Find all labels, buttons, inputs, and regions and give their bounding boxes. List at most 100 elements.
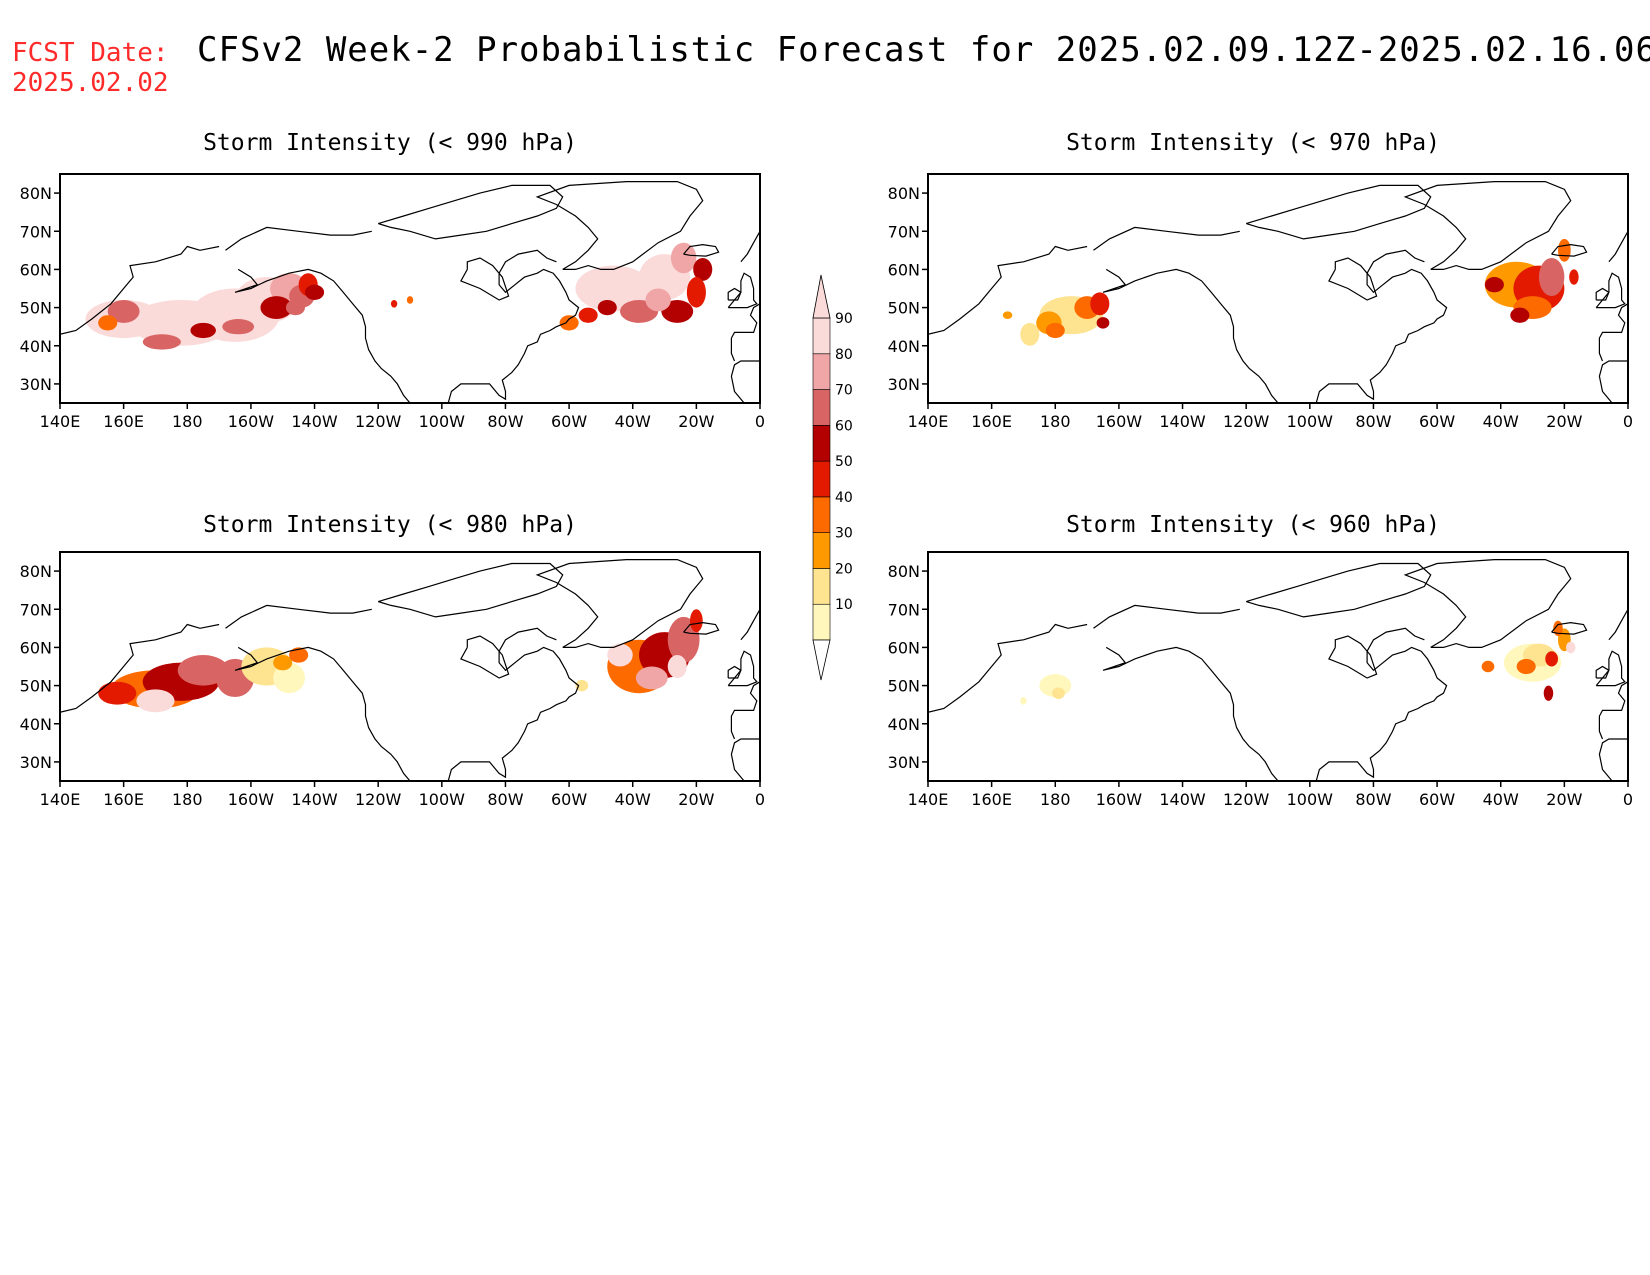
lon-label: 180 bbox=[1040, 412, 1071, 431]
lon-label: 100W bbox=[419, 412, 466, 431]
probability-shading bbox=[597, 299, 617, 316]
colorbar-segment bbox=[812, 603, 831, 641]
coastline bbox=[460, 257, 510, 301]
probability-shading bbox=[98, 681, 137, 705]
probability-shading bbox=[285, 299, 306, 316]
lat-label: 70N bbox=[20, 600, 52, 619]
coastline bbox=[460, 635, 510, 679]
probability-shading bbox=[1516, 658, 1536, 675]
lat-label: 80N bbox=[20, 562, 52, 581]
probability-shading bbox=[1510, 307, 1530, 323]
coastline bbox=[1608, 231, 1628, 263]
coastline bbox=[1595, 665, 1610, 679]
coastline bbox=[234, 646, 411, 781]
lon-label: 0 bbox=[1623, 412, 1633, 431]
colorbar-label: 50 bbox=[835, 454, 853, 470]
coastline bbox=[1246, 562, 1432, 618]
colorbar-label: 60 bbox=[835, 418, 853, 434]
probability-shading bbox=[1543, 685, 1554, 701]
lon-label: 120W bbox=[1223, 790, 1270, 809]
lat-label: 30N bbox=[20, 753, 52, 772]
lat-label: 50N bbox=[888, 677, 920, 696]
probability-shading bbox=[273, 662, 305, 694]
coastline bbox=[1093, 604, 1240, 629]
map-panel-980: 80N 70N 60N 50N 40N 30N 140E 160E 180 160W 140W 120… bbox=[20, 551, 765, 809]
lon-label: 80W bbox=[487, 790, 523, 809]
map-panel-990: 80N 70N 60N 50N 40N 30N 140E 160E 180 160W 140W 120… bbox=[20, 173, 765, 431]
lat-label: 50N bbox=[888, 299, 920, 318]
lat-label: 80N bbox=[888, 562, 920, 581]
probability-shading bbox=[1545, 651, 1558, 667]
lat-label: 70N bbox=[20, 222, 52, 241]
coastline bbox=[1598, 681, 1628, 740]
lon-label: 120W bbox=[355, 412, 402, 431]
probability-shading bbox=[667, 655, 687, 678]
probability-shading bbox=[305, 284, 325, 300]
colorbar-segment bbox=[812, 389, 831, 426]
coastline bbox=[378, 184, 564, 240]
coastline bbox=[535, 181, 704, 270]
map-frame bbox=[927, 173, 1629, 404]
coastline bbox=[60, 245, 220, 335]
probability-shading bbox=[635, 666, 668, 690]
lon-label: 80W bbox=[1355, 412, 1391, 431]
lon-label: 60W bbox=[551, 790, 587, 809]
coastline bbox=[234, 268, 411, 403]
colorbar: 10 20 30 40 50 60 70 80 90 bbox=[812, 274, 853, 681]
colorbar-label: 90 bbox=[835, 311, 853, 327]
probability-shading bbox=[661, 299, 694, 323]
map-panel-960: 80N 70N 60N 50N 40N 30N 140E 160E 180 160W 140W 120… bbox=[888, 551, 1633, 809]
colorbar-segment bbox=[812, 460, 831, 498]
colorbar-segment bbox=[812, 425, 831, 462]
probability-shading bbox=[1538, 257, 1565, 297]
colorbar-label: 10 bbox=[835, 597, 853, 613]
panel-title-970: Storm Intensity (< 970 hPa) bbox=[1066, 130, 1440, 156]
lon-label: 180 bbox=[172, 412, 203, 431]
lat-label: 40N bbox=[20, 715, 52, 734]
lon-label: 140E bbox=[40, 412, 81, 431]
probability-shading bbox=[1558, 238, 1571, 262]
map-frame bbox=[59, 173, 761, 404]
lon-label: 0 bbox=[755, 412, 765, 431]
coastline bbox=[740, 231, 760, 263]
probability-shading bbox=[1096, 317, 1110, 329]
coastline bbox=[727, 665, 742, 679]
coastline bbox=[1328, 635, 1378, 679]
coastline bbox=[225, 604, 372, 629]
lon-label: 100W bbox=[419, 790, 466, 809]
forecast-date: FCST Date: 2025.02.02 bbox=[12, 38, 169, 98]
probability-shading bbox=[406, 296, 414, 304]
lon-label: 40W bbox=[615, 790, 651, 809]
lat-label: 40N bbox=[888, 715, 920, 734]
probability-shading bbox=[273, 655, 293, 671]
lat-label: 60N bbox=[20, 260, 52, 279]
colorbar-segment bbox=[812, 568, 831, 605]
coastline bbox=[60, 623, 220, 713]
coastline bbox=[1403, 181, 1572, 270]
probability-shading bbox=[222, 319, 255, 335]
coastline bbox=[1246, 184, 1432, 240]
map-panel-970: 80N 70N 60N 50N 40N 30N 140E 160E 180 160W 140W 120… bbox=[888, 173, 1633, 431]
probability-shading bbox=[190, 322, 216, 339]
coastline bbox=[730, 738, 760, 781]
lon-label: 40W bbox=[615, 412, 651, 431]
lon-label: 120W bbox=[355, 790, 402, 809]
lon-label: 140W bbox=[291, 412, 338, 431]
coastline bbox=[1403, 559, 1572, 648]
coastline bbox=[740, 609, 760, 641]
coastline bbox=[1598, 303, 1628, 362]
lat-label: 40N bbox=[20, 337, 52, 356]
probability-shading bbox=[1020, 322, 1040, 346]
probability-shading bbox=[1020, 697, 1027, 705]
coastline bbox=[1315, 627, 1448, 781]
coastline bbox=[447, 249, 580, 403]
probability-shading bbox=[690, 609, 703, 633]
coastline bbox=[1551, 243, 1588, 257]
probability-shading bbox=[260, 296, 293, 320]
probability-shading bbox=[559, 315, 579, 331]
lon-label: 160E bbox=[971, 412, 1012, 431]
lat-label: 30N bbox=[888, 753, 920, 772]
lon-label: 40W bbox=[1483, 412, 1519, 431]
probability-shading bbox=[142, 334, 181, 350]
forecast-date-value: 2025.02.02 bbox=[12, 68, 169, 98]
